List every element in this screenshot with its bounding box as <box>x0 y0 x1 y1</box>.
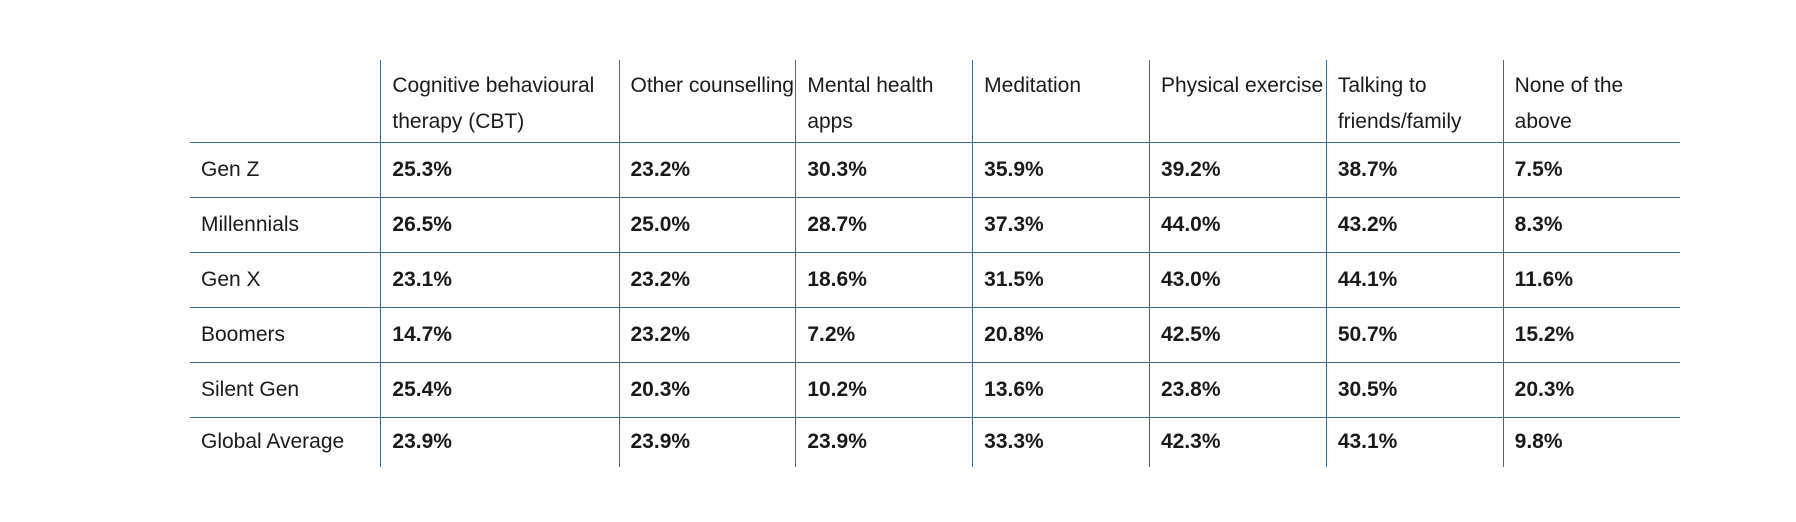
table-row: Millennials 26.5% 25.0% 28.7% 37.3% 44.0… <box>190 197 1680 253</box>
row-label-global-average: Global Average <box>201 430 345 454</box>
table-row: Gen Z 25.3% 23.2% 30.3% 35.9% 39.2% 38.7… <box>190 142 1680 198</box>
table-cell: 35.9% <box>972 142 1150 198</box>
header-corner-cell <box>190 60 381 143</box>
table-cell: 18.6% <box>795 252 973 308</box>
table-cell: 23.2% <box>618 307 796 363</box>
table-cell: 43.0% <box>1148 252 1327 308</box>
table-cell: 43.1% <box>1325 417 1504 467</box>
row-label-boomers: Boomers <box>190 307 381 363</box>
table-cell: 25.0% <box>618 197 796 253</box>
table-cell: 9.8% <box>1502 417 1680 467</box>
table-cell: 7.2% <box>795 307 973 363</box>
row-label-millennials: Millennials <box>190 197 381 253</box>
table-cell: 8.3% <box>1502 197 1680 253</box>
column-header-cbt: Cognitive behavioural therapy (CBT) <box>380 60 619 143</box>
table-cell: 42.5% <box>1148 307 1327 363</box>
row-label-gen-x: Gen X <box>190 252 381 308</box>
table-cell: 31.5% <box>972 252 1150 308</box>
table-cell: 44.0% <box>1148 197 1327 253</box>
table-cell: 23.1% <box>380 252 619 308</box>
table-cell: 23.9% <box>380 417 619 467</box>
table-cell: 26.5% <box>380 197 619 253</box>
table-cell: 39.2% <box>1148 142 1327 198</box>
table-body: Gen Z 25.3% 23.2% 30.3% 35.9% 39.2% 38.7… <box>190 142 1680 467</box>
table-cell: 20.8% <box>972 307 1150 363</box>
table-cell: 37.3% <box>972 197 1150 253</box>
table-cell: 14.7% <box>380 307 619 363</box>
table-cell: 42.3% <box>1148 417 1327 467</box>
table-cell: 25.4% <box>380 362 619 418</box>
table-cell: 23.9% <box>618 417 796 467</box>
generation-therapy-table: Cognitive behavioural therapy (CBT) Othe… <box>190 60 1680 467</box>
table-cell: 28.7% <box>795 197 973 253</box>
table-cell: 20.3% <box>618 362 796 418</box>
table-cell: 50.7% <box>1325 307 1504 363</box>
table-cell: 13.6% <box>972 362 1150 418</box>
table-row: Global Average 23.9% 23.9% 23.9% 33.3% 4… <box>190 417 1680 467</box>
table-cell: 25.3% <box>380 142 619 198</box>
table-cell: 7.5% <box>1502 142 1680 198</box>
table-cell: 30.3% <box>795 142 973 198</box>
header-row: Cognitive behavioural therapy (CBT) Othe… <box>190 60 1680 143</box>
row-label-silent-gen: Silent Gen <box>190 362 381 418</box>
row-label-gen-z: Gen Z <box>190 142 381 198</box>
column-header-none-of-the-above: None of the above <box>1502 60 1680 143</box>
table-cell: 30.5% <box>1325 362 1504 418</box>
column-header-meditation: Meditation <box>972 60 1150 143</box>
table-cell: 23.9% <box>795 417 973 467</box>
table-cell: 20.3% <box>1502 362 1680 418</box>
column-header-mental-health-apps: Mental health apps <box>795 60 973 143</box>
table-cell: 10.2% <box>795 362 973 418</box>
table-cell: 23.2% <box>618 252 796 308</box>
table-cell: 33.3% <box>972 417 1150 467</box>
table-cell: 23.8% <box>1148 362 1327 418</box>
table-cell: 11.6% <box>1502 252 1680 308</box>
table-cell: 44.1% <box>1325 252 1504 308</box>
table-header: Cognitive behavioural therapy (CBT) Othe… <box>190 60 1680 143</box>
table-row: Silent Gen 25.4% 20.3% 10.2% 13.6% 23.8%… <box>190 362 1680 418</box>
table-row: Gen X 23.1% 23.2% 18.6% 31.5% 43.0% 44.1… <box>190 252 1680 308</box>
column-header-other-counselling: Other counselling <box>618 60 796 143</box>
data-table-container: Cognitive behavioural therapy (CBT) Othe… <box>190 60 1680 467</box>
column-header-talking-friends-family: Talking to friends/family <box>1325 60 1504 143</box>
table-cell: 23.2% <box>618 142 796 198</box>
column-header-physical-exercise: Physical exercise <box>1148 60 1327 143</box>
table-cell: 43.2% <box>1325 197 1504 253</box>
table-cell: 15.2% <box>1502 307 1680 363</box>
table-row: Boomers 14.7% 23.2% 7.2% 20.8% 42.5% 50.… <box>190 307 1680 363</box>
table-cell: 38.7% <box>1325 142 1504 198</box>
